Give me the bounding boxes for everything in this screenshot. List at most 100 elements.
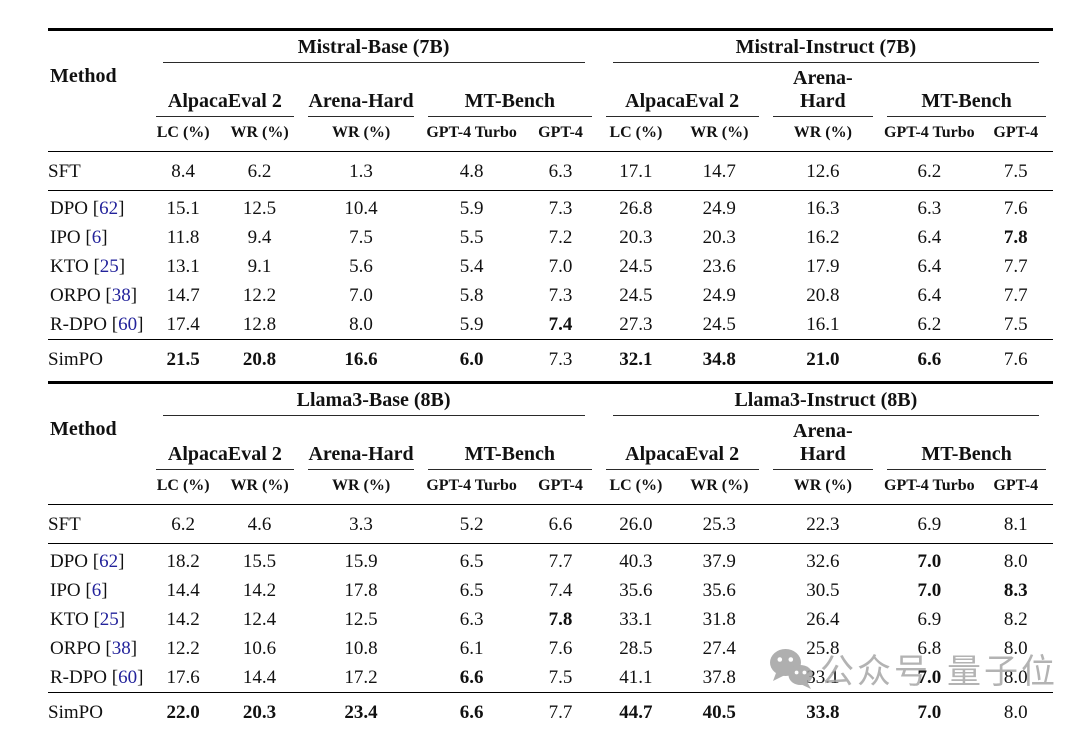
citation-link[interactable]: 38 <box>111 285 131 306</box>
value-cell: 20.3 <box>619 227 653 248</box>
value-cell: 31.8 <box>702 609 736 630</box>
value-cell: 14.7 <box>673 151 766 191</box>
value-cell: 6.4 <box>917 256 942 277</box>
benchmark-group-header-mt-bench: MT-Bench <box>421 63 599 117</box>
citation-link[interactable]: 6 <box>91 227 102 248</box>
method-cell: DPO [62] <box>50 198 125 219</box>
benchmark-group-row: AlpacaEval 2 Arena-Hard MT-Bench AlpacaEval… <box>48 416 1053 470</box>
value-cell: 8.0 <box>1003 638 1028 659</box>
metric-column-header: WR (%) <box>673 470 766 505</box>
value-cell: 12.5 <box>242 198 277 219</box>
benchmark-group-header-arena-hard: Arena-Hard <box>766 63 881 117</box>
value-cell: 7.6 <box>548 638 573 659</box>
value-cell: 24.5 <box>702 314 736 335</box>
value-cell: 22.0 <box>148 692 218 731</box>
value-cell: 23.6 <box>702 256 736 277</box>
value-cell: 7.0 <box>548 256 573 277</box>
value-cell: 8.3 <box>1003 580 1028 601</box>
value-cell: 40.3 <box>619 551 653 572</box>
method-cell: KTO [25] <box>50 609 126 630</box>
method-cell: ORPO [38] <box>50 638 138 659</box>
citation-link[interactable]: 60 <box>118 667 138 688</box>
value-cell: 7.7 <box>1003 256 1028 277</box>
metric-column-header: GPT-4 Turbo <box>420 117 523 152</box>
metric-header-row: LC (%) WR (%) WR (%) GPT-4 Turbo GPT-4 LC (%)… <box>48 117 1053 152</box>
metric-column-header: LC (%) <box>148 470 218 505</box>
value-cell: 24.5 <box>619 285 653 306</box>
value-cell: 15.5 <box>242 551 277 572</box>
value-cell: 10.4 <box>344 198 378 219</box>
value-cell: 24.9 <box>702 285 736 306</box>
value-cell: 5.4 <box>459 256 484 277</box>
value-cell: 20.8 <box>217 339 302 383</box>
value-cell: 10.8 <box>344 638 378 659</box>
metric-column-header: WR (%) <box>673 117 766 152</box>
value-cell: 5.8 <box>459 285 484 306</box>
value-cell: 6.6 <box>420 692 523 731</box>
value-cell: 41.1 <box>619 667 653 688</box>
value-cell: 9.1 <box>247 256 272 277</box>
value-cell: 6.6 <box>459 667 484 688</box>
metric-column-header: GPT-4 <box>522 117 599 152</box>
method-cell: R-DPO [60] <box>50 667 144 688</box>
value-cell: 14.7 <box>166 285 200 306</box>
method-cell: SimPO <box>48 339 149 383</box>
value-cell: 17.6 <box>166 667 200 688</box>
method-cell: KTO [25] <box>50 256 126 277</box>
citation-link[interactable]: 38 <box>111 638 131 659</box>
value-cell: 8.0 <box>1003 551 1028 572</box>
value-cell: 12.2 <box>166 638 200 659</box>
method-cell: IPO [6] <box>50 580 108 601</box>
value-cell: 6.4 <box>917 285 942 306</box>
value-cell: 8.0 <box>978 692 1053 731</box>
value-cell: 6.0 <box>420 339 523 383</box>
value-cell: 35.6 <box>702 580 736 601</box>
value-cell: 37.8 <box>702 667 736 688</box>
value-cell: 44.7 <box>598 692 674 731</box>
value-cell: 8.2 <box>1003 609 1028 630</box>
value-cell: 7.6 <box>978 339 1053 383</box>
model-section-title: Mistral-Instruct (7B) <box>599 30 1053 63</box>
value-cell: 6.3 <box>917 198 942 219</box>
value-cell: 14.2 <box>166 609 200 630</box>
metric-column-header: WR (%) <box>217 470 302 505</box>
method-cell: ORPO [38] <box>50 285 138 306</box>
model-section-title: Llama3-Instruct (8B) <box>599 384 1053 416</box>
value-cell: 6.2 <box>217 151 302 191</box>
value-cell: 16.3 <box>806 198 840 219</box>
model-section-title: Mistral-Base (7B) <box>149 30 599 63</box>
value-cell: 30.5 <box>806 580 840 601</box>
benchmark-group-header-arena-hard: Arena-Hard <box>301 63 421 117</box>
value-cell: 3.3 <box>301 504 421 544</box>
value-cell: 5.9 <box>459 198 484 219</box>
value-cell: 20.8 <box>806 285 840 306</box>
value-cell: 15.9 <box>344 551 378 572</box>
value-cell: 7.4 <box>548 314 573 335</box>
value-cell: 22.3 <box>765 504 881 544</box>
value-cell: 27.4 <box>702 638 736 659</box>
citation-link[interactable]: 62 <box>99 551 119 572</box>
metric-column-header: LC (%) <box>148 117 218 152</box>
value-cell: 15.1 <box>166 198 200 219</box>
table-row: SFT 8.4 6.2 1.3 4.8 6.3 17.1 14.7 12.6 6.2 7.5 <box>48 151 1053 191</box>
citation-link[interactable]: 6 <box>91 580 102 601</box>
value-cell: 6.2 <box>917 314 942 335</box>
citation-link[interactable]: 62 <box>99 198 119 219</box>
table-row: KTO [25] 13.1 9.1 5.6 5.4 7.0 24.5 23.6 17.9 6.4 7… <box>48 252 1053 281</box>
value-cell: 6.3 <box>459 609 484 630</box>
value-cell: 7.7 <box>548 551 573 572</box>
value-cell: 28.5 <box>619 638 653 659</box>
value-cell: 12.4 <box>242 609 277 630</box>
metric-column-header: WR (%) <box>217 117 302 152</box>
method-cell: IPO [6] <box>50 227 108 248</box>
metric-column-header: GPT-4 Turbo <box>880 470 979 505</box>
results-table-llama3: Method Llama3-Base (8B) Llama3-Instruct (8… <box>48 384 1053 731</box>
value-cell: 7.5 <box>978 151 1053 191</box>
citation-link[interactable]: 25 <box>99 609 119 630</box>
value-cell: 5.6 <box>349 256 373 277</box>
value-cell: 7.7 <box>1003 285 1028 306</box>
citation-link[interactable]: 25 <box>99 256 119 277</box>
value-cell: 7.7 <box>522 692 599 731</box>
citation-link[interactable]: 60 <box>118 314 138 335</box>
value-cell: 8.0 <box>1003 667 1028 688</box>
